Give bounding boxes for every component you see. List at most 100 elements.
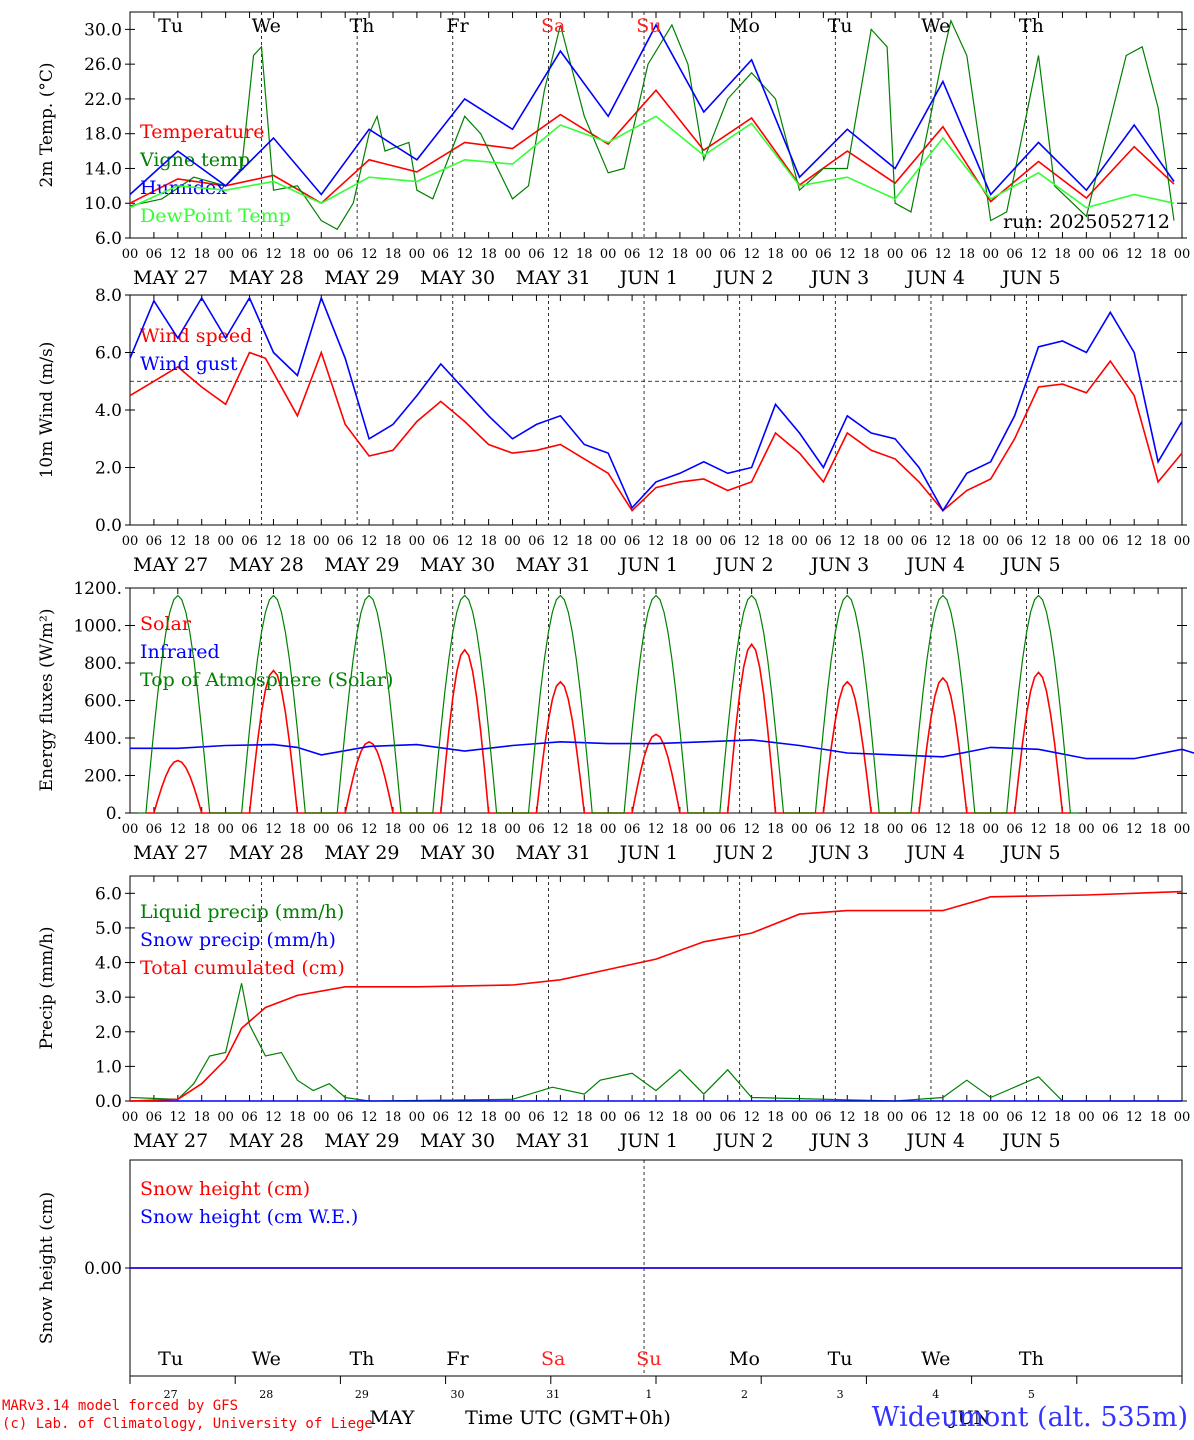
y-tick-label: 4.0 — [95, 954, 122, 974]
hour-tick-label: 18 — [1150, 247, 1167, 262]
weekday-label-top: Mo — [729, 15, 760, 37]
hour-tick-label: 00 — [600, 534, 617, 549]
y-tick-label: 1200. — [73, 579, 122, 599]
legend-entry: Wind gust — [140, 353, 238, 375]
hour-tick-label: 06 — [528, 534, 545, 549]
legend-entry: Wind speed — [140, 325, 252, 347]
weekday-label-top: Su — [636, 15, 661, 37]
day-number-label: 3 — [837, 1388, 844, 1401]
hour-tick-label: 18 — [385, 247, 402, 262]
hour-tick-label: 00 — [122, 1110, 139, 1125]
hour-tick-label: 00 — [409, 1110, 426, 1125]
hour-tick-label: 12 — [265, 247, 282, 262]
date-label: MAY 29 — [324, 267, 399, 289]
hour-tick-label: 00 — [1174, 534, 1191, 549]
date-label: MAY 30 — [420, 842, 495, 864]
y-tick-label: 200. — [84, 767, 122, 787]
y-axis-label: 10m Wind (m/s) — [37, 342, 57, 479]
date-label: JUN 2 — [713, 267, 773, 289]
y-tick-label: 800. — [84, 654, 122, 674]
hour-tick-label: 06 — [528, 822, 545, 837]
hour-tick-label: 12 — [839, 247, 856, 262]
hour-tick-label: 18 — [1150, 534, 1167, 549]
series-line — [129, 890, 1183, 1102]
y-tick-label: 0. — [106, 804, 122, 824]
hour-tick-label: 06 — [719, 247, 736, 262]
panel-frame — [129, 587, 1183, 814]
hour-tick-label: 06 — [911, 247, 928, 262]
hour-tick-label: 00 — [313, 534, 330, 549]
day-number-label: 2 — [741, 1388, 748, 1401]
date-label: JUN 1 — [618, 1130, 678, 1152]
hour-tick-label: 12 — [648, 1110, 665, 1125]
day-number-label: 4 — [932, 1388, 939, 1401]
hour-tick-label: 18 — [767, 534, 784, 549]
hour-tick-label: 18 — [385, 822, 402, 837]
legend-entry: Snow height (cm) — [140, 1178, 310, 1200]
y-tick-label: 1.0 — [95, 1057, 122, 1077]
hour-tick-label: 00 — [1078, 822, 1095, 837]
date-label: MAY 28 — [229, 554, 304, 576]
hour-tick-label: 06 — [337, 247, 354, 262]
weekday-label-top: Sa — [541, 15, 565, 37]
hour-tick-label: 00 — [313, 1110, 330, 1125]
hour-tick-label: 18 — [959, 822, 976, 837]
credit-model: MARv3.14 model forced by GFS — [2, 1398, 239, 1414]
hour-tick-label: 06 — [433, 822, 450, 837]
date-label: MAY 27 — [133, 267, 208, 289]
hour-tick-label: 18 — [193, 822, 210, 837]
hour-tick-label: 06 — [815, 247, 832, 262]
hour-tick-label: 00 — [887, 247, 904, 262]
y-tick-label: 2.0 — [95, 1023, 122, 1043]
hour-tick-label: 00 — [696, 1110, 713, 1125]
hour-tick-label: 00 — [122, 822, 139, 837]
date-label: MAY 30 — [420, 267, 495, 289]
series-line — [129, 115, 1175, 209]
hour-tick-label: 18 — [1054, 247, 1071, 262]
day-number-label: 5 — [1028, 1388, 1035, 1401]
y-tick-label: 6.0 — [95, 344, 122, 364]
hour-tick-label: 18 — [672, 247, 689, 262]
hour-tick-label: 12 — [935, 1110, 952, 1125]
y-tick-label: 2.0 — [95, 459, 122, 479]
hour-tick-label: 00 — [122, 247, 139, 262]
hour-tick-label: 12 — [265, 534, 282, 549]
hour-tick-label: 12 — [743, 247, 760, 262]
hour-tick-label: 12 — [170, 1110, 187, 1125]
weekday-label-top: We — [252, 15, 281, 37]
y-tick-label: 0.0 — [95, 516, 122, 536]
hour-tick-label: 18 — [193, 534, 210, 549]
hour-tick-label: 06 — [719, 822, 736, 837]
date-label: JUN 3 — [809, 267, 869, 289]
hour-tick-label: 18 — [480, 534, 497, 549]
date-label: JUN 5 — [1000, 1130, 1060, 1152]
hour-tick-label: 18 — [576, 822, 593, 837]
weekday-label-top: Th — [1019, 15, 1044, 37]
hour-tick-label: 12 — [1126, 1110, 1143, 1125]
hour-tick-label: 12 — [552, 247, 569, 262]
weekday-label-bottom: Th — [1019, 1348, 1044, 1370]
weekday-label-bottom: Fr — [446, 1348, 469, 1370]
legend-entry: Snow height (cm W.E.) — [140, 1206, 358, 1228]
day-number-label: 28 — [259, 1388, 273, 1401]
hour-tick-label: 00 — [982, 1110, 999, 1125]
y-tick-label: 22.0 — [84, 90, 122, 110]
hour-tick-label: 18 — [576, 247, 593, 262]
hour-tick-label: 18 — [863, 822, 880, 837]
hour-tick-label: 06 — [911, 1110, 928, 1125]
hour-tick-label: 06 — [1006, 822, 1023, 837]
hour-tick-label: 06 — [241, 1110, 258, 1125]
hour-tick-label: 06 — [1006, 1110, 1023, 1125]
hour-tick-label: 00 — [791, 534, 808, 549]
hour-tick-label: 06 — [1102, 822, 1119, 837]
hour-tick-label: 12 — [456, 822, 473, 837]
y-tick-label: 0.00 — [84, 1259, 122, 1279]
date-label: MAY 31 — [516, 267, 591, 289]
y-tick-label: 600. — [84, 692, 122, 712]
hour-tick-label: 18 — [959, 247, 976, 262]
hour-tick-label: 18 — [1054, 1110, 1071, 1125]
hour-tick-label: 12 — [1126, 534, 1143, 549]
run-label: run: 2025052712 — [1003, 211, 1170, 233]
hour-tick-label: 06 — [1102, 1110, 1119, 1125]
